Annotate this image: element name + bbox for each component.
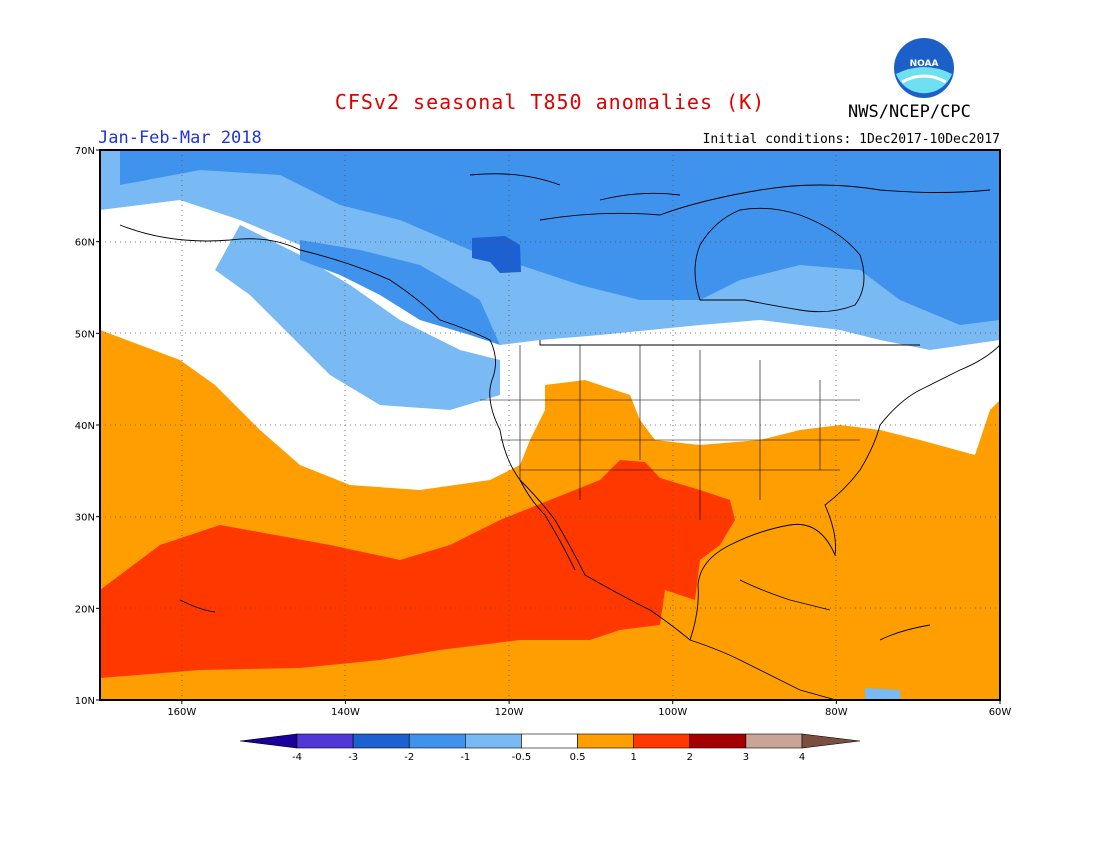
lat-label: 70N (75, 146, 95, 157)
logo-text: NOAA (910, 59, 939, 69)
colorbar-label: -2 (404, 752, 414, 763)
colorbar-label: 3 (743, 752, 749, 763)
colorbar-segment (745, 733, 803, 749)
grid-lines (100, 150, 1000, 700)
lon-label: 140W (331, 707, 360, 718)
chart-title: CFSv2 seasonal T850 anomalies (K) (334, 90, 766, 114)
lon-label: 80W (825, 707, 848, 718)
colorbar-segment (577, 733, 634, 749)
cold-anomaly-west (300, 240, 500, 345)
colorbar-label: -0.5 (512, 752, 532, 763)
coastlines (119, 173, 1000, 700)
colorbar-label: -3 (348, 752, 358, 763)
latitude-labels: 10N 20N 30N 40N 50N 60N 70N (75, 146, 100, 707)
colorbar-legend: -4 -3 -2 -1 -0.5 0.5 1 2 3 4 (239, 733, 861, 763)
colorbar-arrow-high (801, 733, 861, 749)
lat-label: 30N (75, 513, 95, 524)
lat-label: 40N (75, 421, 95, 432)
initial-conditions-label: Initial conditions: 1Dec2017-10Dec2017 (702, 132, 1000, 147)
longitude-labels: 160W 140W 120W 100W 80W 60W (167, 700, 1011, 718)
colorbar-segment (465, 733, 522, 749)
colorbar-arrow-low (239, 733, 298, 749)
colorbar-segment (352, 733, 410, 749)
period-label: Jan-Feb-Mar 2018 (98, 128, 262, 148)
agency-label: NWS/NCEP/CPC (848, 102, 971, 122)
noaa-logo: NOAA (894, 38, 954, 98)
colorbar-segment (408, 733, 466, 749)
hot-anomaly-region (100, 460, 735, 678)
lat-label: 60N (75, 238, 95, 249)
colorbar-label: 4 (799, 752, 805, 763)
colorbar-label: 0.5 (570, 752, 586, 763)
caribbean-cool-patch (865, 688, 900, 700)
lon-label: 100W (658, 707, 687, 718)
colorbar-label: -1 (460, 752, 470, 763)
colorbar-label: 2 (687, 752, 693, 763)
lat-label: 50N (75, 329, 95, 340)
colorbar-segment (296, 733, 354, 749)
lon-label: 120W (495, 707, 524, 718)
cold-anomaly-region (120, 150, 1000, 325)
cool-anomaly-band (215, 225, 500, 410)
lon-label: 60W (989, 707, 1012, 718)
colorbar-segment (633, 733, 691, 749)
colorbar-label: 1 (630, 752, 636, 763)
political-borders (480, 345, 860, 520)
lat-label: 10N (75, 696, 95, 707)
colorbar-segment (521, 733, 578, 749)
lat-label: 20N (75, 604, 95, 615)
colorbar-label: -4 (292, 752, 302, 763)
lon-label: 160W (167, 707, 196, 718)
colorbar-segment (689, 733, 747, 749)
